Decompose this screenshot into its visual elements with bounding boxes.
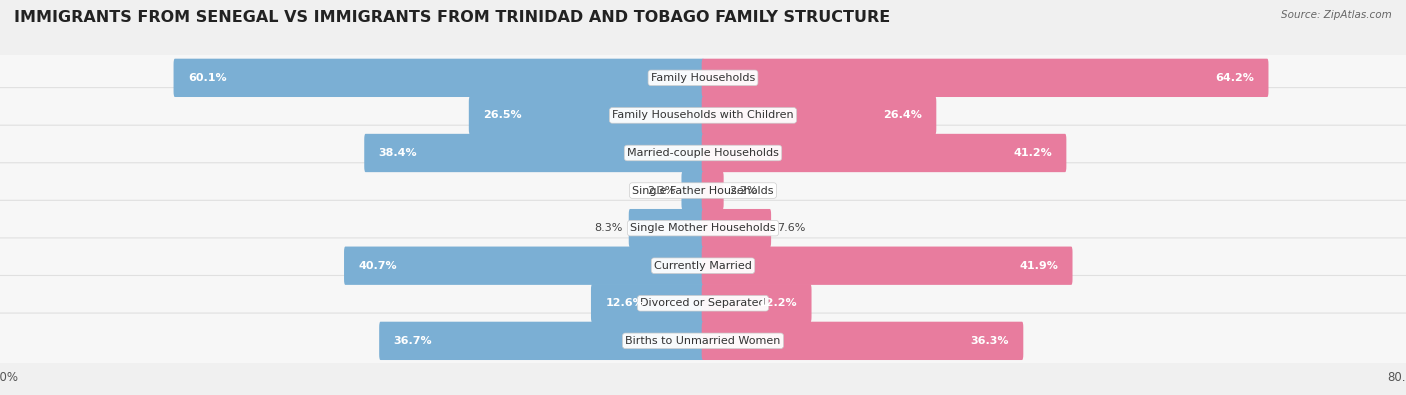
FancyBboxPatch shape [344, 246, 704, 285]
Text: 36.3%: 36.3% [970, 336, 1010, 346]
FancyBboxPatch shape [0, 238, 1406, 293]
Text: 12.2%: 12.2% [758, 298, 797, 308]
Text: 60.1%: 60.1% [188, 73, 226, 83]
FancyBboxPatch shape [0, 313, 1406, 369]
Text: Currently Married: Currently Married [654, 261, 752, 271]
Text: IMMIGRANTS FROM SENEGAL VS IMMIGRANTS FROM TRINIDAD AND TOBAGO FAMILY STRUCTURE: IMMIGRANTS FROM SENEGAL VS IMMIGRANTS FR… [14, 10, 890, 25]
Text: 8.3%: 8.3% [595, 223, 623, 233]
Text: 2.3%: 2.3% [647, 186, 676, 196]
Text: 41.2%: 41.2% [1014, 148, 1052, 158]
Text: 12.6%: 12.6% [606, 298, 644, 308]
FancyBboxPatch shape [628, 209, 704, 247]
FancyBboxPatch shape [468, 96, 704, 135]
Text: 26.5%: 26.5% [484, 111, 522, 120]
FancyBboxPatch shape [702, 209, 770, 247]
FancyBboxPatch shape [702, 246, 1073, 285]
Text: Divorced or Separated: Divorced or Separated [640, 298, 766, 308]
FancyBboxPatch shape [702, 134, 1066, 172]
FancyBboxPatch shape [173, 59, 704, 97]
FancyBboxPatch shape [702, 171, 724, 210]
Text: 41.9%: 41.9% [1019, 261, 1057, 271]
Text: 7.6%: 7.6% [778, 223, 806, 233]
FancyBboxPatch shape [0, 125, 1406, 181]
FancyBboxPatch shape [0, 88, 1406, 143]
Text: 26.4%: 26.4% [883, 111, 922, 120]
Text: 36.7%: 36.7% [394, 336, 432, 346]
Text: 40.7%: 40.7% [359, 261, 396, 271]
Text: Single Father Households: Single Father Households [633, 186, 773, 196]
FancyBboxPatch shape [0, 200, 1406, 256]
Text: Births to Unmarried Women: Births to Unmarried Women [626, 336, 780, 346]
FancyBboxPatch shape [380, 322, 704, 360]
Text: Married-couple Households: Married-couple Households [627, 148, 779, 158]
Text: Family Households with Children: Family Households with Children [612, 111, 794, 120]
FancyBboxPatch shape [702, 284, 811, 322]
FancyBboxPatch shape [682, 171, 704, 210]
FancyBboxPatch shape [0, 50, 1406, 105]
FancyBboxPatch shape [0, 275, 1406, 331]
Text: Source: ZipAtlas.com: Source: ZipAtlas.com [1281, 10, 1392, 20]
FancyBboxPatch shape [364, 134, 704, 172]
Text: Single Mother Households: Single Mother Households [630, 223, 776, 233]
Text: 38.4%: 38.4% [378, 148, 418, 158]
FancyBboxPatch shape [702, 322, 1024, 360]
FancyBboxPatch shape [702, 59, 1268, 97]
FancyBboxPatch shape [591, 284, 704, 322]
FancyBboxPatch shape [0, 163, 1406, 218]
Text: Family Households: Family Households [651, 73, 755, 83]
Text: 64.2%: 64.2% [1215, 73, 1254, 83]
Text: 2.2%: 2.2% [730, 186, 758, 196]
FancyBboxPatch shape [702, 96, 936, 135]
